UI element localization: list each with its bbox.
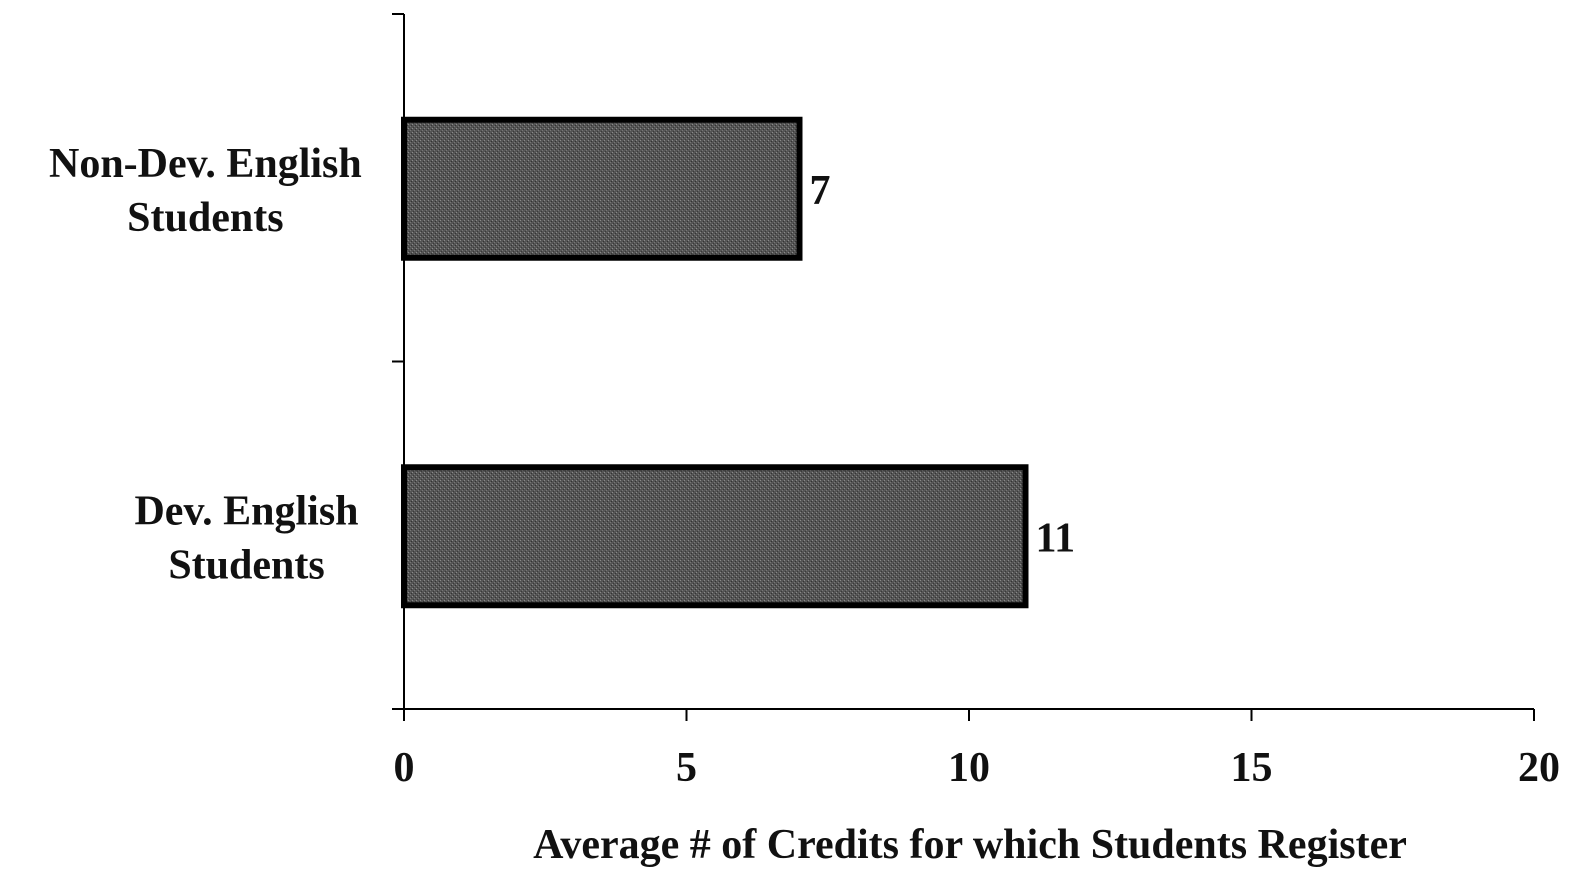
category-label-0: Non-Dev. English Students <box>49 141 362 241</box>
category-label-1-line-0: Dev. English <box>134 488 358 534</box>
category-label-0-line-1: Students <box>127 195 283 241</box>
axes-layer <box>392 13 1535 721</box>
x-tick-label-2: 10 <box>948 745 990 791</box>
bar-value-label-0: 7 <box>810 168 831 214</box>
x-tick-label-1: 5 <box>676 745 697 791</box>
category-label-1-line-1: Students <box>168 542 324 588</box>
bars-layer <box>401 116 1029 609</box>
x-tick-label-3: 15 <box>1231 745 1273 791</box>
category-label-1: Dev. English Students <box>134 488 358 588</box>
labels-layer: 7 Non-Dev. English Students 11 Dev. English S… <box>49 141 1560 791</box>
category-label-0-line-0: Non-Dev. English <box>49 141 362 187</box>
bar-1 <box>401 464 1029 609</box>
x-tick-label-0: 0 <box>394 745 415 791</box>
x-tick-label-4: 20 <box>1518 745 1560 791</box>
bar-value-label-1: 11 <box>1036 515 1076 561</box>
bar-0 <box>401 116 803 261</box>
x-axis-title: Average # of Credits for which Students … <box>533 822 1407 868</box>
